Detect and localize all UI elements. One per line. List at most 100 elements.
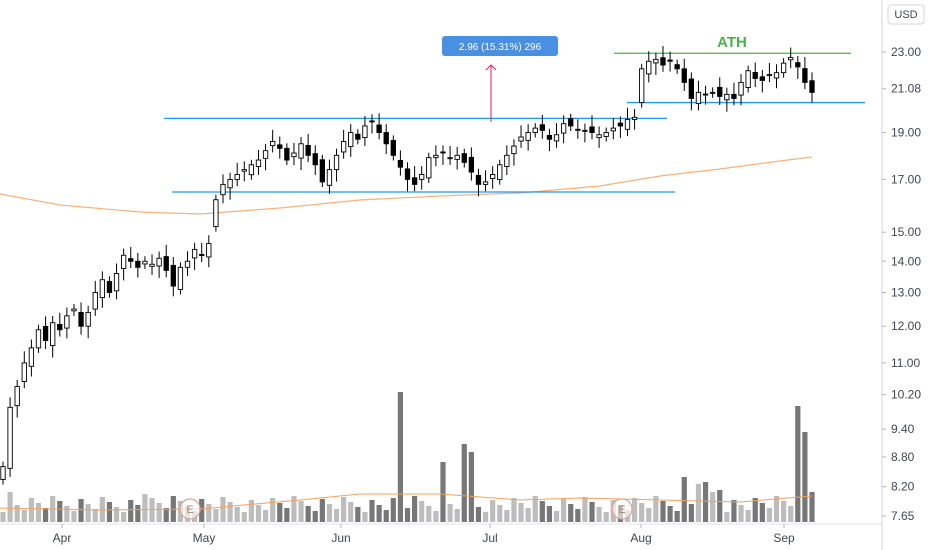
volume-bar (440, 462, 446, 522)
volume-bar (490, 500, 496, 522)
candle (262, 143, 269, 171)
candle (745, 65, 751, 93)
candle (639, 63, 645, 108)
earnings-marker[interactable]: E (179, 498, 201, 520)
volume-bar (312, 511, 318, 522)
volume-bar (362, 512, 368, 522)
volume-bar (35, 503, 42, 522)
y-tick-label: 15.00 (891, 225, 921, 239)
volume-bar (383, 510, 389, 522)
candle (28, 339, 35, 377)
candle (411, 166, 418, 192)
volume-bar (461, 444, 467, 522)
candle (717, 77, 723, 105)
annotations: ATH 2.96 (15.31%) 296 E E (179, 34, 747, 520)
candle (539, 114, 545, 139)
candle (440, 145, 446, 165)
candle (596, 126, 602, 148)
candle (426, 152, 432, 183)
volume-bar (319, 499, 325, 522)
price-axis: 23.00 21.08 19.00 17.00 15.00 14.00 13.00 12.00… (882, 45, 921, 523)
volume-bar (504, 510, 510, 522)
candle (0, 461, 6, 485)
measure-tool[interactable]: 2.96 (15.31%) 296 (442, 36, 558, 122)
candle (85, 305, 91, 339)
volume-bar (369, 500, 375, 522)
candle (383, 124, 389, 155)
volume-bar (702, 482, 709, 522)
volume-bar (220, 497, 226, 522)
volume-bar (646, 508, 652, 522)
candle (270, 129, 276, 153)
candle (35, 324, 42, 353)
y-tick-label: 17.00 (891, 172, 921, 186)
volume-bar (447, 504, 453, 522)
volume-bar (291, 496, 297, 522)
volume-bar (284, 508, 290, 522)
volume-bar (667, 506, 673, 522)
candle (482, 170, 489, 192)
volume-bar (121, 512, 127, 522)
candle (603, 127, 609, 142)
volume-bar (731, 500, 737, 522)
volume-bar (333, 509, 340, 522)
candle (546, 128, 553, 152)
volume-bar (227, 502, 233, 522)
candle (128, 247, 134, 269)
volume-bar (688, 504, 694, 522)
volume-bar (639, 503, 645, 522)
candle (681, 58, 687, 91)
volume-bar (575, 509, 581, 522)
volume-bar (426, 506, 432, 522)
candle (490, 166, 496, 189)
y-tick-label: 14.00 (891, 254, 921, 268)
volume-bar (248, 500, 254, 522)
volume-average-line (0, 493, 813, 511)
volume-bar (589, 502, 595, 522)
ath-label: ATH (717, 34, 747, 51)
volume-bar (326, 504, 333, 522)
y-tick-label: 13.00 (891, 285, 921, 299)
measure-arrow-head (485, 64, 497, 71)
currency-badge[interactable]: USD (887, 4, 925, 25)
candle (206, 235, 212, 268)
volume-bar (21, 510, 27, 522)
y-tick-label: 8.20 (891, 480, 915, 494)
volume-bar (468, 452, 474, 522)
candle (64, 307, 70, 339)
x-tick-label: Jul (482, 531, 497, 545)
candle (582, 123, 588, 143)
earnings-marker[interactable]: E (611, 498, 633, 520)
candle (170, 257, 176, 297)
volume-bar (419, 501, 425, 522)
volume-bar (390, 498, 396, 522)
volume-bar (113, 507, 120, 522)
y-tick-label: 12.00 (891, 319, 921, 333)
volume-bar (525, 508, 531, 522)
candle (120, 248, 127, 281)
candle (617, 116, 624, 138)
candle (624, 107, 631, 137)
volume-bar (532, 496, 538, 522)
volume-bar (631, 498, 638, 522)
volume-bar (582, 497, 588, 522)
volume-bar (341, 497, 347, 522)
candle (135, 252, 141, 278)
volume-bar (213, 509, 219, 522)
volume-bar (518, 503, 524, 522)
volume-bar (553, 511, 560, 522)
volume-bar (106, 502, 113, 522)
y-tick-label: 19.00 (891, 126, 921, 140)
candle (355, 129, 361, 145)
candle (220, 174, 226, 204)
candle (497, 159, 503, 185)
candle (191, 242, 198, 270)
candle (163, 244, 169, 278)
candle (369, 114, 375, 134)
candle (738, 74, 744, 106)
candle (525, 124, 531, 151)
candle (532, 123, 538, 138)
candle (802, 56, 808, 90)
volume-bar (270, 498, 276, 522)
